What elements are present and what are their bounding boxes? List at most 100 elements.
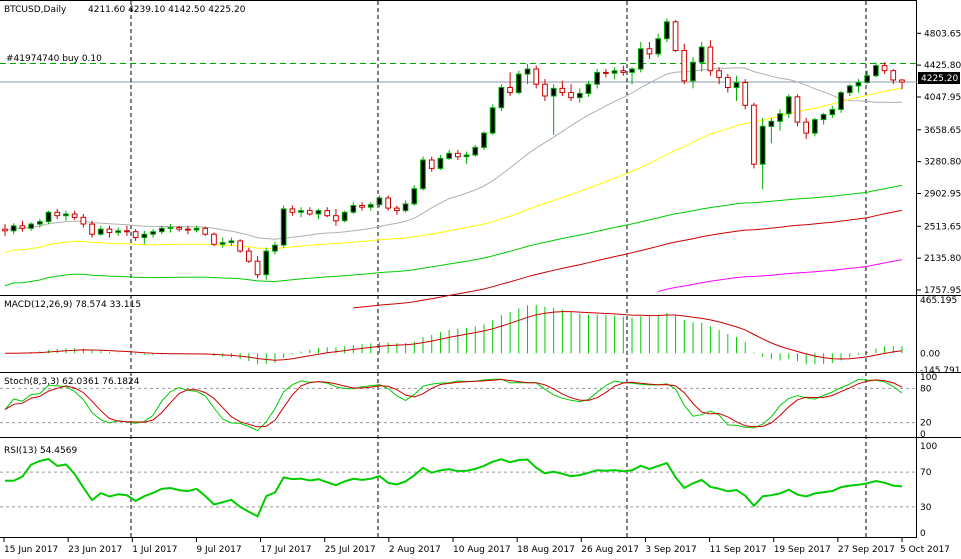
candle-body <box>568 92 574 99</box>
current-price-tag <box>918 72 960 84</box>
candle-body <box>725 76 731 89</box>
candle-body <box>254 260 261 276</box>
candle-body <box>498 87 505 109</box>
chart-frame <box>0 0 961 538</box>
ohlc-header: 4211.60 4239.10 4142.50 4225.20 <box>88 5 246 15</box>
candle-body <box>45 211 52 223</box>
x-tick-label: 25 Jul 2017 <box>325 545 376 555</box>
x-tick-label: 18 Aug 2017 <box>517 545 575 555</box>
candle-body <box>246 250 252 262</box>
x-tick-label: 2 Aug 2017 <box>389 545 441 555</box>
candle-body <box>794 96 801 123</box>
candle-body <box>219 242 226 245</box>
rsi-line <box>5 458 903 518</box>
candle-body <box>289 208 296 213</box>
stoch-k-line <box>4 378 903 432</box>
x-tick-label: 17 Jul 2017 <box>261 545 312 555</box>
candle-body <box>411 188 418 205</box>
candle-body <box>472 146 479 156</box>
candle-body <box>280 208 287 246</box>
candle-body <box>306 210 313 215</box>
candle-body <box>481 132 487 148</box>
candle-body <box>812 119 818 134</box>
candle-body <box>681 50 688 82</box>
candle-body <box>272 244 278 252</box>
candle-body <box>768 120 775 127</box>
candle-body <box>150 231 156 235</box>
candle-body <box>115 230 122 234</box>
candle-body <box>80 216 87 225</box>
ma-50-line <box>4 87 903 254</box>
candle-body <box>167 227 174 229</box>
candle-body <box>515 73 522 94</box>
candle-body <box>655 38 661 55</box>
candle-body <box>263 250 270 276</box>
x-tick-label: 3 Sep 2017 <box>645 545 696 555</box>
candle-body <box>446 152 452 159</box>
candle-body <box>646 48 653 55</box>
macd-header: MACD(12,26,9) 78.574 33.115 <box>4 300 141 310</box>
price-tick-label: 4047.95 <box>924 93 961 103</box>
x-tick-label: 15 Jun 2017 <box>4 545 58 555</box>
price-tick-label: 3658.65 <box>924 126 961 136</box>
candle-body <box>733 82 740 89</box>
candle-body <box>158 227 165 233</box>
candle-body <box>420 159 426 190</box>
candle-body <box>437 157 444 169</box>
candle-body <box>71 213 78 218</box>
candle-body <box>785 96 792 115</box>
candle-body <box>690 61 696 82</box>
candle-body <box>359 205 365 208</box>
stoch-tick-label: 0 <box>920 430 926 440</box>
candle-body <box>751 104 757 165</box>
candle-body <box>742 82 749 106</box>
candle-body <box>228 240 235 244</box>
candle-body <box>455 152 461 158</box>
candle-body <box>716 70 722 78</box>
stoch-tick-label: 20 <box>920 419 932 429</box>
candle-body <box>803 121 809 134</box>
candle-body <box>211 233 217 245</box>
rsi-tick-label: 0 <box>920 529 926 539</box>
macd-tick-label: 465.195 <box>920 296 957 306</box>
candle-body <box>394 207 400 212</box>
candle-body <box>350 205 357 213</box>
price-tick-label: 2513.65 <box>924 222 961 232</box>
rsi-header: RSI(13) 54.4569 <box>4 446 77 456</box>
candle-body <box>19 225 26 229</box>
ma-200-line <box>353 209 903 309</box>
candle-body <box>324 210 331 217</box>
candle-body <box>899 79 905 83</box>
candle-body <box>611 70 618 74</box>
candle-body <box>333 215 339 222</box>
stoch-tick-label: 100 <box>920 373 937 383</box>
x-tick-label: 9 Jul 2017 <box>196 545 241 555</box>
candle-body <box>629 68 635 73</box>
candle-body <box>402 203 409 212</box>
candle-body <box>463 154 470 158</box>
candle-body <box>376 197 383 206</box>
x-tick-label: 10 Aug 2017 <box>453 545 511 555</box>
candle-body <box>829 109 836 116</box>
candle-body <box>202 227 209 235</box>
candle-body <box>428 159 435 169</box>
candle-body <box>54 211 61 217</box>
candle-body <box>855 82 862 87</box>
candle-body <box>124 230 130 233</box>
ma-500-line <box>658 259 903 292</box>
candle-body <box>576 92 583 99</box>
candle-body <box>637 48 644 70</box>
candle-body <box>846 85 853 94</box>
candle-body <box>298 210 304 213</box>
macd-tick-label: -145.791 <box>920 366 960 376</box>
rsi-tick-label: 70 <box>920 468 932 478</box>
price-tick-label: 2902.95 <box>924 189 961 199</box>
symbol-header: BTCUSD,Daily <box>4 5 67 15</box>
candle-body <box>341 211 348 222</box>
ma-20-line <box>4 67 903 240</box>
candle-body <box>777 113 783 122</box>
current-price-label: 4225.20 <box>921 74 958 84</box>
candle-body <box>664 21 670 40</box>
price-tick-label: 2135.80 <box>924 254 961 264</box>
